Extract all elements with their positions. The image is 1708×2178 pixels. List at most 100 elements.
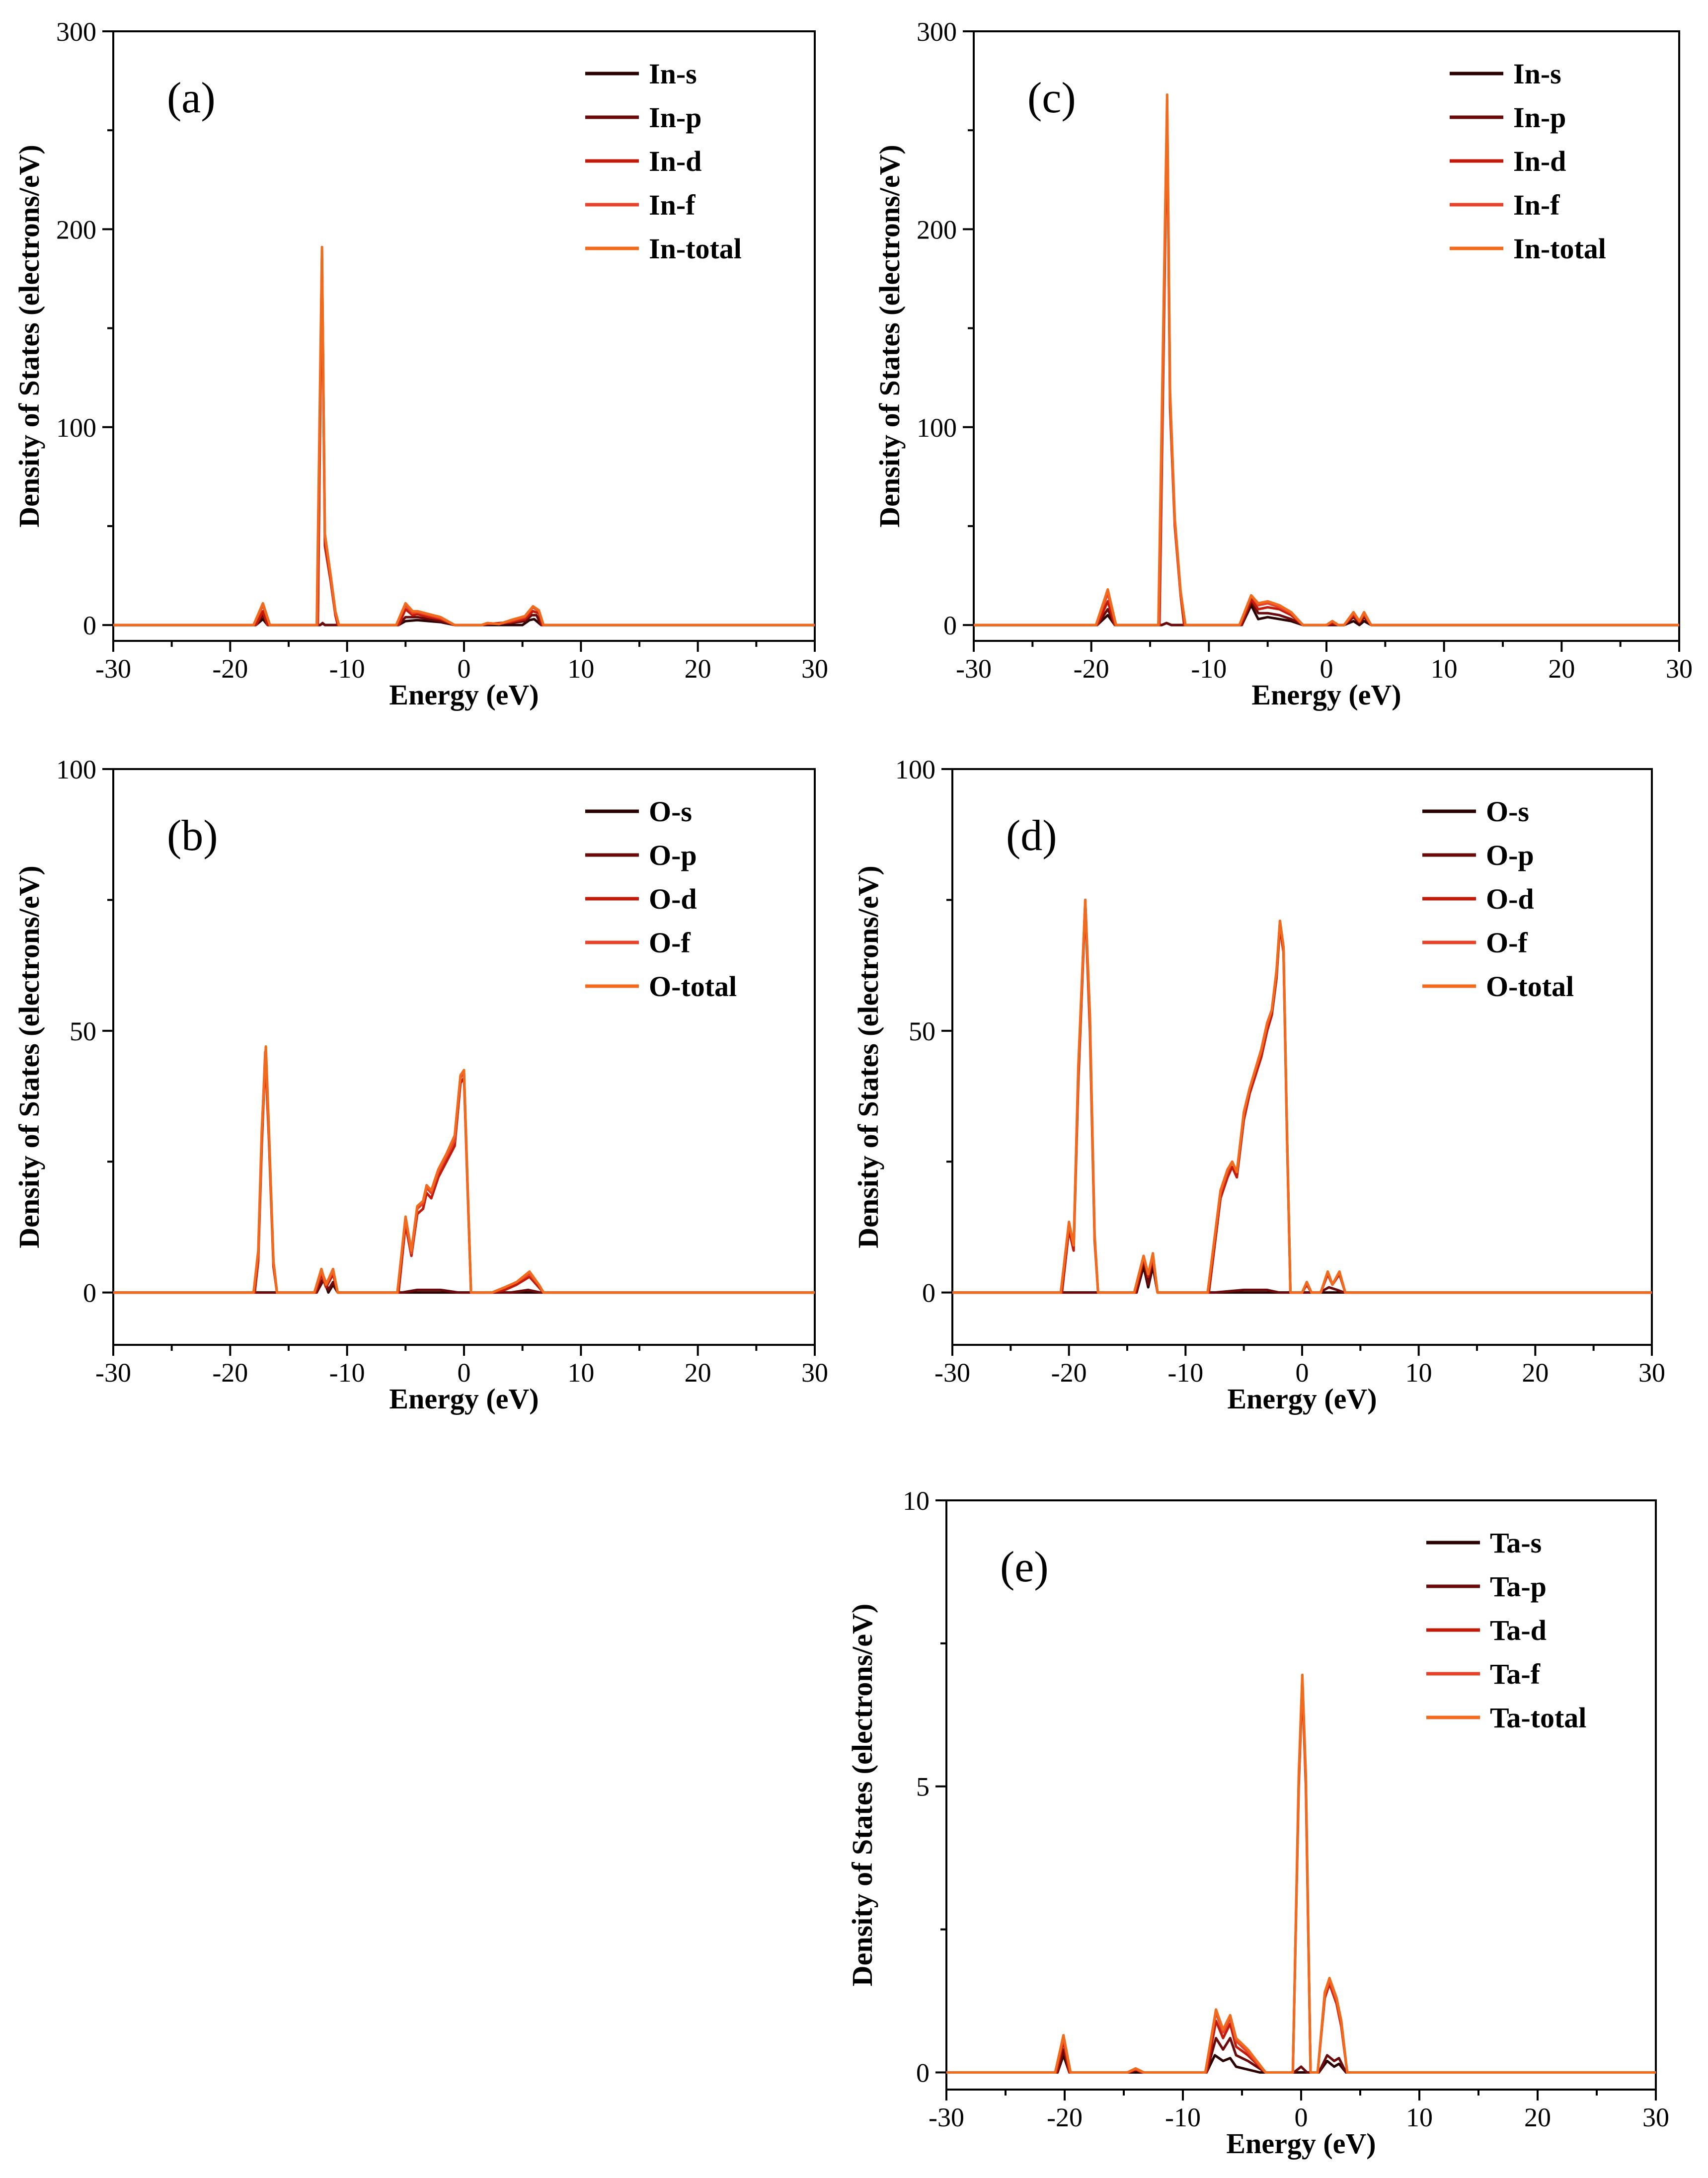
series-line-o-s	[952, 1265, 1652, 1294]
x-tick-label: 20	[685, 654, 711, 684]
x-tick-label: 10	[567, 1358, 594, 1388]
y-tick-label: 0	[83, 1278, 96, 1308]
y-tick-label: 10	[903, 1486, 930, 1516]
y-tick-label: 5	[916, 1772, 930, 1802]
panel-3: -30 -20 -10 0 10 20 30 0 50 100 Energy (eV) Density…	[852, 755, 1665, 1415]
x-tick-label: 10	[567, 654, 594, 684]
x-tick-label: 0	[1295, 2102, 1308, 2132]
legend-label: O-s	[1486, 795, 1529, 828]
y-tick-label: 0	[922, 1278, 935, 1308]
y-tick-label: 200	[917, 215, 957, 244]
x-tick-label: 20	[1524, 2102, 1551, 2132]
series-line-in-s	[974, 604, 1679, 626]
x-tick-label: -30	[95, 1358, 131, 1388]
panel-label: (b)	[167, 812, 218, 860]
x-tick-label: -10	[329, 1358, 365, 1388]
plot-frame	[945, 1499, 1657, 2091]
x-tick-label: 30	[1642, 2102, 1669, 2132]
series-line-in-total	[113, 245, 815, 626]
y-tick-label: 0	[943, 611, 957, 640]
legend-label: In-p	[649, 101, 701, 134]
legend-label: O-p	[649, 839, 697, 871]
y-tick-label: 300	[56, 17, 96, 47]
x-tick-label: -10	[1165, 2102, 1201, 2132]
legend-label: O-f	[649, 927, 691, 959]
x-tick-label: 0	[458, 1358, 471, 1388]
legend-label: In-s	[649, 58, 697, 90]
x-tick-label: 10	[1431, 654, 1458, 684]
x-tick-label: -20	[212, 1358, 248, 1388]
y-tick-label: 50	[909, 1016, 935, 1046]
y-tick-label: 200	[56, 215, 96, 244]
x-tick-label: 20	[685, 1358, 711, 1388]
series-group	[113, 1045, 815, 1294]
y-tick-label: 100	[56, 755, 96, 784]
x-axis-title: Energy (eV)	[1251, 679, 1401, 711]
series-line-o-p	[952, 1259, 1652, 1294]
legend-label: Ta-f	[1490, 1658, 1541, 1690]
x-axis-title: Energy (eV)	[389, 679, 539, 711]
legend-label: In-d	[649, 145, 701, 177]
panel-label: (c)	[1027, 74, 1076, 122]
x-tick-label: -10	[1167, 1358, 1203, 1388]
x-tick-label: -30	[95, 654, 131, 684]
x-tick-label: 20	[1548, 654, 1575, 684]
x-tick-label: 30	[1666, 654, 1693, 684]
x-tick-label: -20	[1051, 1358, 1087, 1388]
x-tick-label: 20	[1522, 1358, 1549, 1388]
plot-frame	[112, 768, 816, 1346]
panel-label: (a)	[167, 74, 216, 122]
y-axis-title: Density of States (electrons/eV)	[13, 865, 45, 1248]
x-tick-label: -30	[934, 1358, 970, 1388]
series-group	[946, 1673, 1656, 2074]
legend-label: O-total	[649, 970, 737, 1003]
x-tick-label: -30	[956, 654, 992, 684]
plot-frame	[112, 30, 816, 642]
y-axis-title: Density of States (electrons/eV)	[873, 145, 906, 527]
y-tick-label: 0	[83, 611, 96, 640]
legend-label: Ta-p	[1490, 1570, 1547, 1603]
x-axis-title: Energy (eV)	[1226, 2127, 1376, 2160]
y-axis-title: Density of States (electrons/eV)	[13, 145, 45, 527]
panel-label: (e)	[1000, 1543, 1049, 1591]
legend-label: In-d	[1513, 145, 1566, 177]
x-tick-label: -30	[929, 2102, 964, 2132]
y-tick-label: 0	[916, 2058, 930, 2088]
x-tick-label: -20	[1074, 654, 1109, 684]
panel-1: -30 -20 -10 0 10 20 30 0 50 100 Energy (eV) Density…	[13, 755, 828, 1415]
legend-label: Ta-d	[1490, 1614, 1547, 1646]
plot-frame	[951, 768, 1653, 1346]
y-tick-label: 50	[70, 1016, 96, 1046]
legend-label: O-p	[1486, 839, 1534, 871]
x-tick-label: -20	[212, 654, 248, 684]
panel-label: (d)	[1006, 812, 1057, 860]
x-tick-label: 10	[1405, 1358, 1432, 1388]
x-tick-label: 0	[1296, 1358, 1309, 1388]
legend-label: O-s	[649, 795, 692, 828]
x-tick-label: -10	[1191, 654, 1227, 684]
series-group	[952, 898, 1652, 1294]
x-axis-title: Energy (eV)	[389, 1383, 539, 1415]
x-tick-label: 0	[1320, 654, 1333, 684]
series-line-in-p	[974, 600, 1679, 626]
x-tick-label: 0	[458, 654, 471, 684]
legend-label: In-total	[649, 233, 742, 265]
series-line-ta-p	[946, 2036, 1656, 2074]
y-tick-label: 100	[56, 413, 96, 443]
legend-label: O-total	[1486, 970, 1574, 1003]
x-tick-label: 30	[1638, 1358, 1665, 1388]
x-axis-title: Energy (eV)	[1227, 1383, 1377, 1415]
series-group	[974, 93, 1679, 626]
series-line-o-total	[952, 898, 1652, 1294]
series-line-in-f	[974, 99, 1679, 626]
legend-label: In-f	[649, 189, 696, 221]
series-line-in-p	[113, 614, 815, 626]
panel-4: -30 -20 -10 0 10 20 30 0 5 10 Energy (eV) Density o…	[846, 1486, 1669, 2160]
legend-label: In-total	[1513, 233, 1606, 265]
x-tick-label: 30	[801, 1358, 828, 1388]
series-line-ta-total	[946, 1673, 1656, 2074]
series-line-o-f	[952, 898, 1652, 1294]
series-line-in-d	[974, 109, 1679, 626]
